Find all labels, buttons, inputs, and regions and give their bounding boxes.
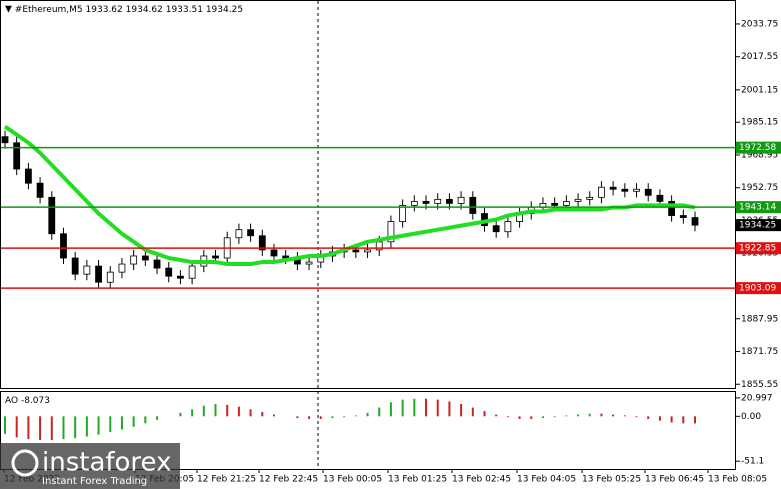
candle-body: [598, 186, 605, 198]
candle-body: [1, 136, 9, 144]
level-box: [736, 141, 781, 154]
indicator-value: -8.073: [21, 396, 50, 406]
y-tick-label: 1952.75: [741, 183, 778, 193]
candle-body: [633, 188, 640, 192]
level-label: 1943.14: [739, 203, 776, 213]
y-tick-label: 2001.15: [741, 85, 778, 95]
level-box: [736, 282, 781, 295]
ao-tick-label: 0.00: [741, 412, 761, 422]
candle-body: [422, 200, 430, 204]
candle-body: [235, 229, 243, 239]
y-tick-label: 2033.75: [741, 19, 778, 29]
last-price-box: [736, 219, 781, 232]
candle-body: [24, 168, 32, 184]
candle-body: [399, 205, 407, 222]
x-tick-label: 13 Feb 00:05: [323, 475, 382, 485]
y-tick-label: 2017.55: [741, 52, 778, 62]
candle-body: [36, 182, 44, 198]
candle-body: [305, 261, 313, 265]
chart-layer: 2033.75 2017.55 2001.15 1985.15 1968.95 1952.…: [1, 19, 781, 485]
price-panel: [0, 0, 736, 389]
candle-body: [586, 196, 594, 200]
candle-body: [212, 255, 219, 259]
candle-body: [668, 200, 676, 216]
level-box: [736, 242, 781, 255]
x-tick-label: 13 Feb 02:45: [452, 475, 511, 485]
ao-tick-label: 20.997: [741, 393, 773, 403]
candle-body: [48, 196, 56, 235]
candle-body: [106, 271, 114, 283]
watermark-tagline: Instant Forex Trading: [42, 476, 147, 487]
candle-body: [352, 249, 360, 253]
candle-body: [177, 275, 184, 279]
last-price-label: 1934.25: [739, 221, 776, 231]
candle-body: [364, 249, 371, 253]
candle-body: [153, 259, 161, 269]
y-tick-label: 1871.75: [741, 347, 778, 357]
y-tick-label: 1985.15: [741, 118, 778, 128]
high-value: 1934.62: [126, 5, 163, 15]
watermark: instaforex Instant Forex Trading: [0, 443, 180, 489]
candle-body: [118, 263, 126, 273]
y-tick-label: 1855.55: [741, 380, 778, 390]
candle-body: [410, 200, 418, 206]
candle-body: [574, 198, 582, 202]
indicator-panel: [0, 391, 736, 470]
candle-body: [492, 225, 500, 233]
level-label: 1922.85: [739, 244, 776, 254]
low-value: 1933.51: [166, 5, 203, 15]
ao-tick-label: -51.1: [741, 457, 764, 467]
candle-body: [165, 267, 173, 277]
candle-body: [13, 142, 21, 170]
level-label: 1903.09: [739, 284, 776, 294]
y-tick-label: 1968.95: [741, 150, 778, 160]
candle-body: [60, 233, 67, 259]
candle-body: [83, 265, 91, 275]
y-tick-label: 1887.95: [741, 314, 778, 324]
x-tick-label: 13 Feb 08:05: [708, 475, 767, 485]
x-tick-label: 12 Feb 22:45: [259, 475, 318, 485]
x-tick-label: 13 Feb 01:25: [388, 475, 447, 485]
candle-body: [95, 265, 102, 283]
symbol: #Ethereum,M5: [15, 5, 83, 15]
candle-body: [621, 188, 629, 192]
watermark-brand: instaforex: [42, 448, 171, 478]
candle-body: [656, 194, 664, 202]
candle-body: [562, 200, 570, 206]
indicator-header: AO -8.073: [5, 396, 50, 406]
candle-body: [609, 186, 617, 190]
candle-body: [130, 255, 138, 265]
x-tick-label: 13 Feb 06:45: [645, 475, 704, 485]
level-label: 1972.58: [739, 143, 776, 153]
candle-body: [258, 235, 266, 251]
candle-body: [644, 188, 652, 196]
header: ▼ #Ethereum,M5 1933.62 1934.62 1933.51 1…: [5, 5, 243, 15]
level-box: [736, 201, 781, 214]
candle-body: [247, 229, 254, 237]
x-tick-label: 13 Feb 04:05: [517, 475, 576, 485]
candle-body: [679, 215, 687, 218]
indicator-title: AO: [5, 396, 18, 406]
candle-body: [387, 221, 395, 243]
candle-body: [691, 217, 699, 226]
candle-body: [551, 203, 559, 206]
watermark-logo: [11, 449, 39, 477]
candle-body: [141, 255, 149, 261]
candle-body: [504, 221, 512, 233]
candle-body: [469, 196, 477, 214]
candle-body: [434, 198, 442, 204]
x-tick-label: 12 Feb 21:25: [197, 475, 256, 485]
candle-body: [71, 257, 79, 275]
open-value: 1933.62: [86, 5, 123, 15]
close-value: 1934.25: [206, 5, 243, 15]
candle-body: [446, 198, 453, 204]
x-tick-label: 13 Feb 05:25: [582, 475, 641, 485]
candle-body: [270, 249, 278, 257]
candle-body: [188, 265, 196, 279]
candle-body: [457, 196, 465, 204]
